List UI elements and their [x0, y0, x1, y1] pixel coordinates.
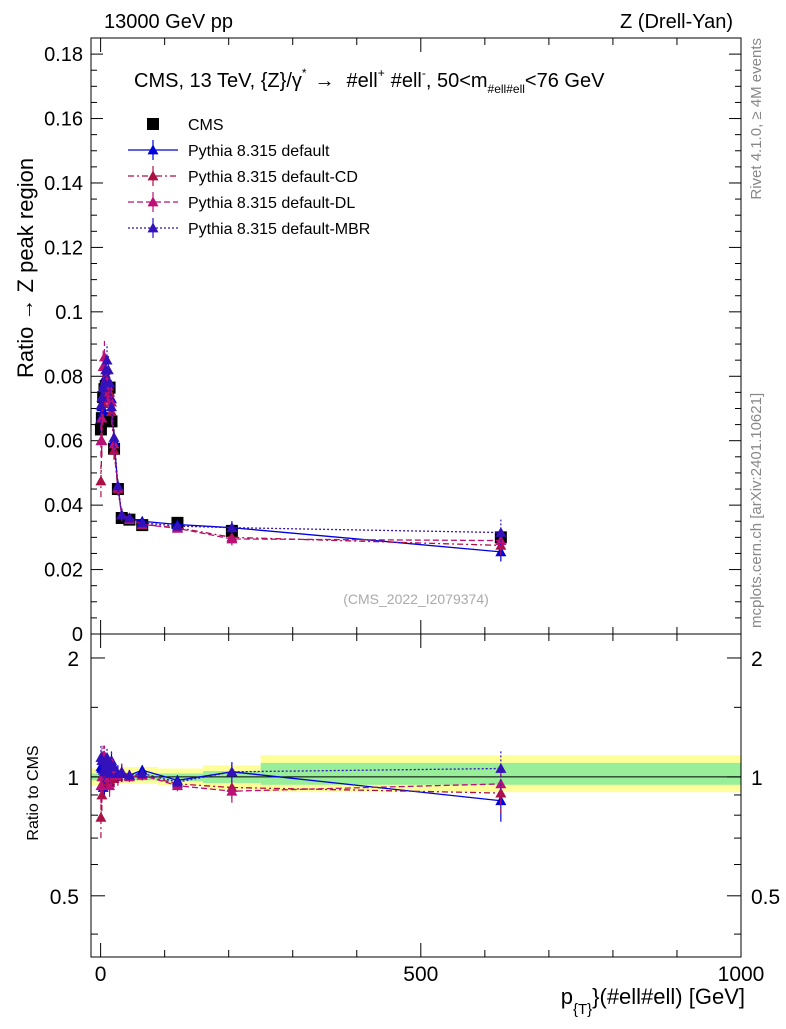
ratio-xtick-label: 1000 [718, 963, 765, 986]
ratio-xtick-label: 500 [403, 963, 438, 986]
ratio-ytick-label: 2 [67, 648, 79, 671]
main-mc-point [112, 480, 124, 491]
ratio-y-axis-label: Ratio to CMS [25, 745, 42, 840]
ratio-mc-point [108, 761, 120, 772]
ratio-mc-point [96, 789, 108, 800]
x-label-rest: }(#ell#ell) [GeV] [592, 984, 745, 1009]
legend-marker [147, 170, 159, 181]
x-label-sub: {T} [573, 1001, 592, 1018]
ratio-panel: 0.5 0.5 1 1 2 2 0 500 1000 [50, 633, 780, 986]
ratio-mc-point [104, 780, 116, 791]
legend-marker [147, 222, 159, 233]
watermark: (CMS_2022_I2079374) [343, 591, 489, 607]
title-star: * [302, 66, 307, 80]
ratio-ytick-label: 1 [67, 767, 79, 790]
main-y-axis-label: Ratio → Z peak region [13, 158, 38, 378]
main-mc-point [495, 527, 507, 537]
header-left: 13000 GeV pp [104, 11, 233, 33]
legend-label: Pythia 8.315 default-MBR [188, 221, 370, 238]
ratio-ytick-label: 0.5 [50, 886, 79, 909]
ratio-mc-point [171, 776, 183, 787]
title-minus: - [422, 66, 426, 80]
main-mc-point [226, 522, 238, 533]
main-ytick-label: 0.12 [44, 237, 83, 259]
main-mc-point [95, 435, 107, 446]
title-arrow: → [315, 70, 335, 92]
ratio-mc-point [226, 766, 238, 777]
main-mc-point [104, 377, 116, 388]
main-ytick-label: 0.08 [44, 366, 83, 388]
main-mc-point [105, 401, 117, 412]
ratio-mc-point [95, 780, 107, 791]
ratio-mc-point [226, 785, 238, 796]
main-mc-point [95, 475, 107, 486]
main-ytick-label: 0.1 [55, 302, 83, 324]
main-mc-point [101, 354, 113, 365]
main-series-line [100, 379, 501, 547]
main-panel: 0 0.02 0.04 0.06 0.08 0.1 0.12 0.14 0.16 0.18 [44, 37, 742, 646]
main-mc-point [102, 364, 114, 375]
title-end: <76 GeV [525, 70, 605, 92]
main-mc-point [96, 412, 108, 423]
main-ytick-label: 0 [72, 624, 83, 646]
x-label-p: p [561, 984, 573, 1009]
legend-marker-cms [147, 118, 159, 130]
ratio-mc-point [104, 767, 116, 778]
x-axis-label: p{T}}(#ell#ell) [GeV] [561, 984, 745, 1018]
main-series-line [100, 376, 501, 553]
main-ytick-label: 0.18 [44, 44, 83, 66]
ratio-ytick-label-right: 1 [751, 767, 763, 790]
main-mc-point [123, 512, 135, 523]
ratio-ytick-label-right: 0.5 [751, 886, 780, 909]
main-mc-point [97, 406, 109, 417]
title-sub: #ell#ell [488, 82, 525, 96]
ratio-frame [90, 633, 742, 958]
main-series-line [100, 360, 501, 534]
legend-label: Pythia 8.315 default-CD [188, 169, 358, 186]
rivet-label: Rivet 4.1.0, ≥ 4M events [748, 38, 765, 200]
ratio-mc-point [116, 766, 128, 777]
main-series-line [100, 356, 501, 542]
main-mc-point [95, 399, 107, 410]
main-title: CMS, 13 TeV, {Z}/γ* → #ell+ #ell-, 50<m#ell… [134, 66, 605, 96]
main-mc-point [96, 391, 108, 402]
main-ytick-label: 0.14 [44, 173, 83, 195]
legend-marker [147, 144, 159, 155]
title-plus: + [378, 66, 385, 80]
mcplots-label: mcplots.cern.ch [arXiv:2401.10621] [748, 393, 765, 628]
title-mid: , 50<m [426, 70, 488, 92]
ratio-mc-point [101, 751, 113, 762]
title-main: CMS, 13 TeV, {Z}/γ [134, 70, 302, 92]
main-mc-point [136, 517, 148, 528]
title-ell2: #ell [391, 70, 422, 92]
main-ytick-label: 0.06 [44, 431, 83, 453]
main-ytick-label: 0.16 [44, 109, 83, 131]
ratio-mc-point [136, 767, 148, 778]
main-mc-point [171, 520, 183, 531]
legend-label: CMS [188, 117, 224, 134]
ratio-xtick-label: 0 [95, 963, 107, 986]
legend: CMS Pythia 8.315 default Pythia 8.315 defa… [128, 117, 370, 238]
header-right: Z (Drell-Yan) [620, 11, 733, 33]
legend-label: Pythia 8.315 default-DL [188, 195, 355, 212]
ratio-mc-point [95, 811, 107, 822]
ratio-mc-point [495, 763, 507, 773]
legend-label: Pythia 8.315 default [188, 143, 330, 160]
title-ell1: #ell [347, 70, 378, 92]
main-mc-point [116, 509, 128, 520]
ratio-mc-point [123, 769, 135, 780]
legend-marker [147, 196, 159, 207]
main-ytick-label: 0.02 [44, 560, 83, 582]
ratio-ytick-label-right: 2 [751, 648, 763, 671]
main-mc-point [226, 533, 238, 544]
main-ytick-label: 0.04 [44, 495, 83, 517]
main-mc-point [108, 431, 120, 442]
